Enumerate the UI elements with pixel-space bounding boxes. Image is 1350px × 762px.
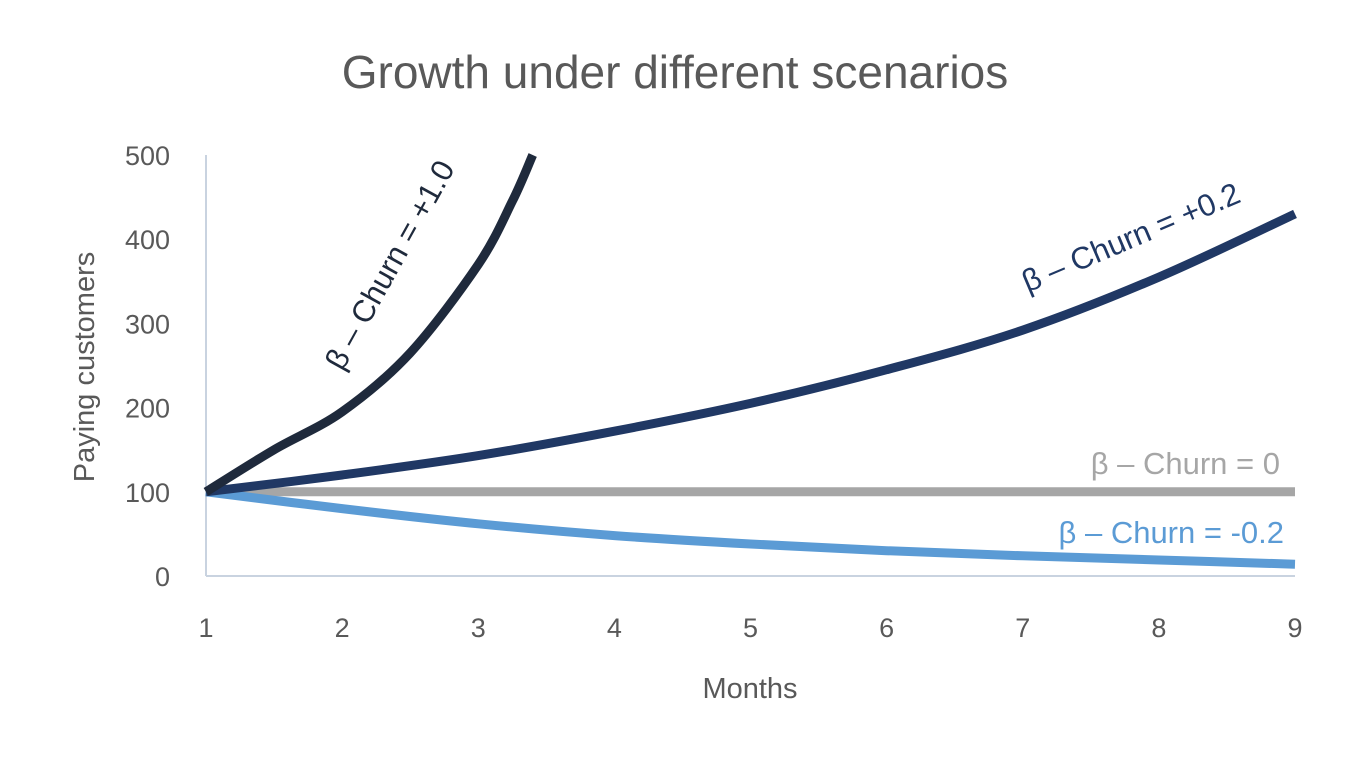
series-line-plus-1-0 [203, 153, 537, 496]
series-label-minus-0-2: β – Churn = -0.2 [1059, 515, 1284, 550]
x-tick-label: 3 [471, 613, 486, 643]
x-tick-label: 2 [335, 613, 350, 643]
series-label-plus-0-2: β – Churn = +0.2 [1017, 176, 1245, 299]
y-tick-label: 0 [155, 562, 170, 592]
y-axis-title: Paying customers [69, 252, 101, 483]
series-lines [203, 153, 1297, 569]
axes [205, 155, 1295, 577]
y-tick-label: 500 [125, 141, 170, 171]
series-label-plus-1-0: β – Churn = +1.0 [318, 154, 462, 375]
x-tick-labels: 1 2 3 4 5 6 7 8 9 [198, 613, 1302, 643]
y-tick-labels: 0 100 200 300 400 500 [125, 141, 170, 592]
y-tick-label: 300 [125, 309, 170, 339]
series-label-zero: β – Churn = 0 [1091, 446, 1280, 481]
y-tick-label: 200 [125, 394, 170, 424]
series-line-minus-0-2 [205, 487, 1296, 569]
x-tick-label: 8 [1151, 613, 1166, 643]
x-tick-label: 5 [743, 613, 758, 643]
x-tick-label: 9 [1287, 613, 1302, 643]
chart-title: Growth under different scenarios [342, 46, 1009, 98]
series-line-plus-0-2 [205, 209, 1297, 497]
x-tick-label: 1 [198, 613, 213, 643]
x-tick-label: 7 [1015, 613, 1030, 643]
x-tick-label: 6 [879, 613, 894, 643]
y-tick-label: 100 [125, 478, 170, 508]
y-tick-label: 400 [125, 225, 170, 255]
x-tick-label: 4 [607, 613, 622, 643]
x-axis-title: Months [702, 673, 797, 705]
